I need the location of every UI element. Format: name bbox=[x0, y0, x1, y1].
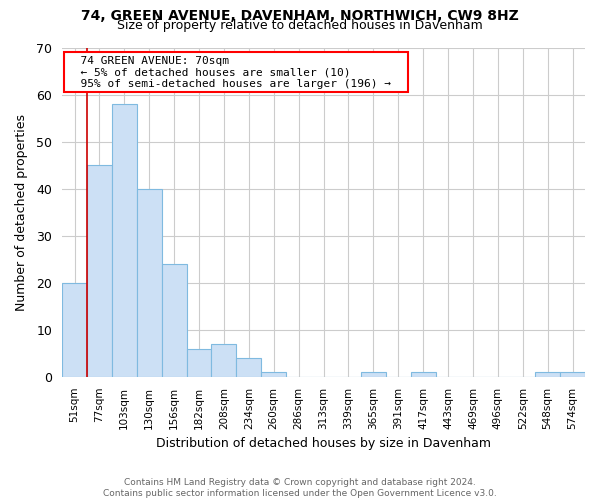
Bar bbox=[410, 372, 436, 377]
Bar bbox=[560, 372, 585, 377]
Bar bbox=[137, 188, 161, 377]
Text: Contains HM Land Registry data © Crown copyright and database right 2024.
Contai: Contains HM Land Registry data © Crown c… bbox=[103, 478, 497, 498]
Bar bbox=[236, 358, 261, 377]
Text: 74 GREEN AVENUE: 70sqm  
  ← 5% of detached houses are smaller (10)  
  95% of s: 74 GREEN AVENUE: 70sqm ← 5% of detached … bbox=[67, 56, 405, 89]
Bar bbox=[535, 372, 560, 377]
Bar bbox=[62, 282, 87, 377]
Bar bbox=[361, 372, 386, 377]
Bar bbox=[87, 165, 112, 377]
Bar bbox=[211, 344, 236, 377]
Text: 74, GREEN AVENUE, DAVENHAM, NORTHWICH, CW9 8HZ: 74, GREEN AVENUE, DAVENHAM, NORTHWICH, C… bbox=[81, 9, 519, 23]
Y-axis label: Number of detached properties: Number of detached properties bbox=[15, 114, 28, 310]
Text: Size of property relative to detached houses in Davenham: Size of property relative to detached ho… bbox=[117, 18, 483, 32]
Bar bbox=[187, 348, 211, 377]
Bar bbox=[112, 104, 137, 377]
Bar bbox=[261, 372, 286, 377]
X-axis label: Distribution of detached houses by size in Davenham: Distribution of detached houses by size … bbox=[156, 437, 491, 450]
Bar bbox=[161, 264, 187, 377]
